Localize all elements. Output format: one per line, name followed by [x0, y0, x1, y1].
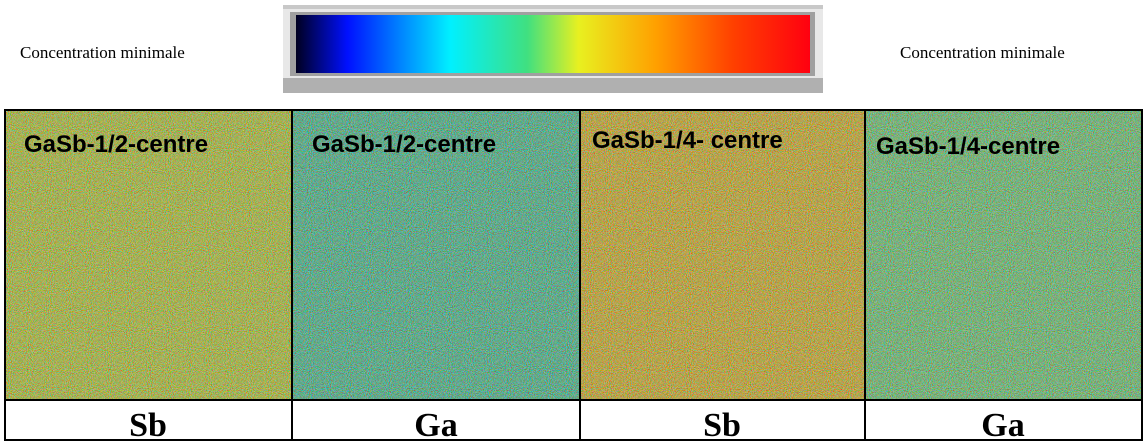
colorbar [283, 5, 823, 93]
panel: GaSb-1/2-centre [292, 110, 580, 400]
panel-title: GaSb-1/2-centre [24, 131, 208, 158]
outer-border [4, 109, 1143, 441]
panel-title: GaSb-1/4-centre [876, 133, 1060, 160]
map-noise [5, 110, 292, 400]
colorbar-left-label: Concentration minimale [20, 43, 185, 62]
map-noise [580, 110, 865, 400]
element-label: Ga [981, 407, 1024, 441]
element-label: Sb [129, 407, 167, 441]
colorbar-footer [283, 78, 823, 93]
table-borders [4, 109, 1143, 441]
colorbar-top [283, 5, 823, 9]
map-noise [292, 110, 580, 400]
panel-title: GaSb-1/2-centre [312, 131, 496, 158]
panel: GaSb-1/4- centre [580, 110, 865, 400]
element-label: Sb [703, 407, 741, 441]
colorbar-right-label: Concentration minimale [900, 43, 1065, 62]
element-label: Ga [414, 407, 457, 441]
panel: GaSb-1/2-centre [5, 110, 292, 400]
panel-title: GaSb-1/4- centre [592, 127, 783, 154]
panel: GaSb-1/4-centre [865, 110, 1142, 400]
map-noise [865, 110, 1142, 400]
colorbar-gradient [296, 15, 810, 73]
